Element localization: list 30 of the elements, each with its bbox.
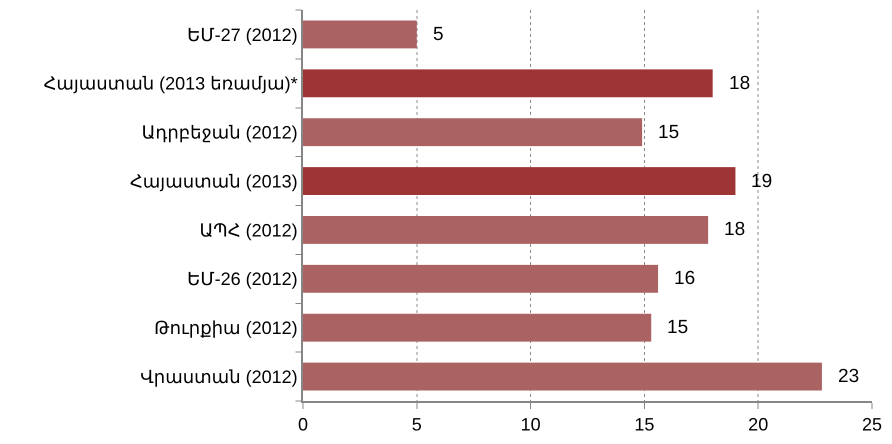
bar xyxy=(303,69,713,98)
data-label: 23 xyxy=(838,366,860,387)
bar xyxy=(303,216,708,244)
y-tick-label: Թուրքիա (2012) xyxy=(154,318,298,338)
x-tick-label: 5 xyxy=(412,414,422,434)
x-tick-label: 10 xyxy=(520,414,541,434)
bar xyxy=(303,362,822,390)
data-label: 15 xyxy=(658,122,680,143)
y-tick-label: Հայաստան (2013) xyxy=(130,171,298,192)
data-label: 15 xyxy=(667,317,688,338)
bar xyxy=(303,264,658,293)
y-tick-label: ԱՊՀ (2012) xyxy=(200,220,298,240)
y-tick-label: ԵՄ-27 (2012) xyxy=(187,24,298,45)
bar xyxy=(303,167,736,195)
y-tick-label: ԵՄ-26 (2012) xyxy=(187,269,298,290)
data-label: 5 xyxy=(433,24,444,45)
data-label: 19 xyxy=(751,171,772,192)
bar xyxy=(303,20,417,48)
x-tick-label: 15 xyxy=(634,414,654,434)
x-tick-label: 25 xyxy=(862,414,882,434)
y-tick-label: Հայաստան (2013 եռամյա)* xyxy=(43,74,298,94)
x-tick-label: 0 xyxy=(298,414,308,434)
data-label: 18 xyxy=(724,219,746,240)
y-tick-label: Վրաստան (2012) xyxy=(140,366,298,387)
x-tick-label: 20 xyxy=(748,414,768,434)
data-label: 16 xyxy=(674,268,696,289)
data-label: 18 xyxy=(729,73,750,94)
bar xyxy=(303,118,642,146)
y-tick-label: Ադրբեջան (2012) xyxy=(142,122,298,142)
bar xyxy=(303,314,652,342)
